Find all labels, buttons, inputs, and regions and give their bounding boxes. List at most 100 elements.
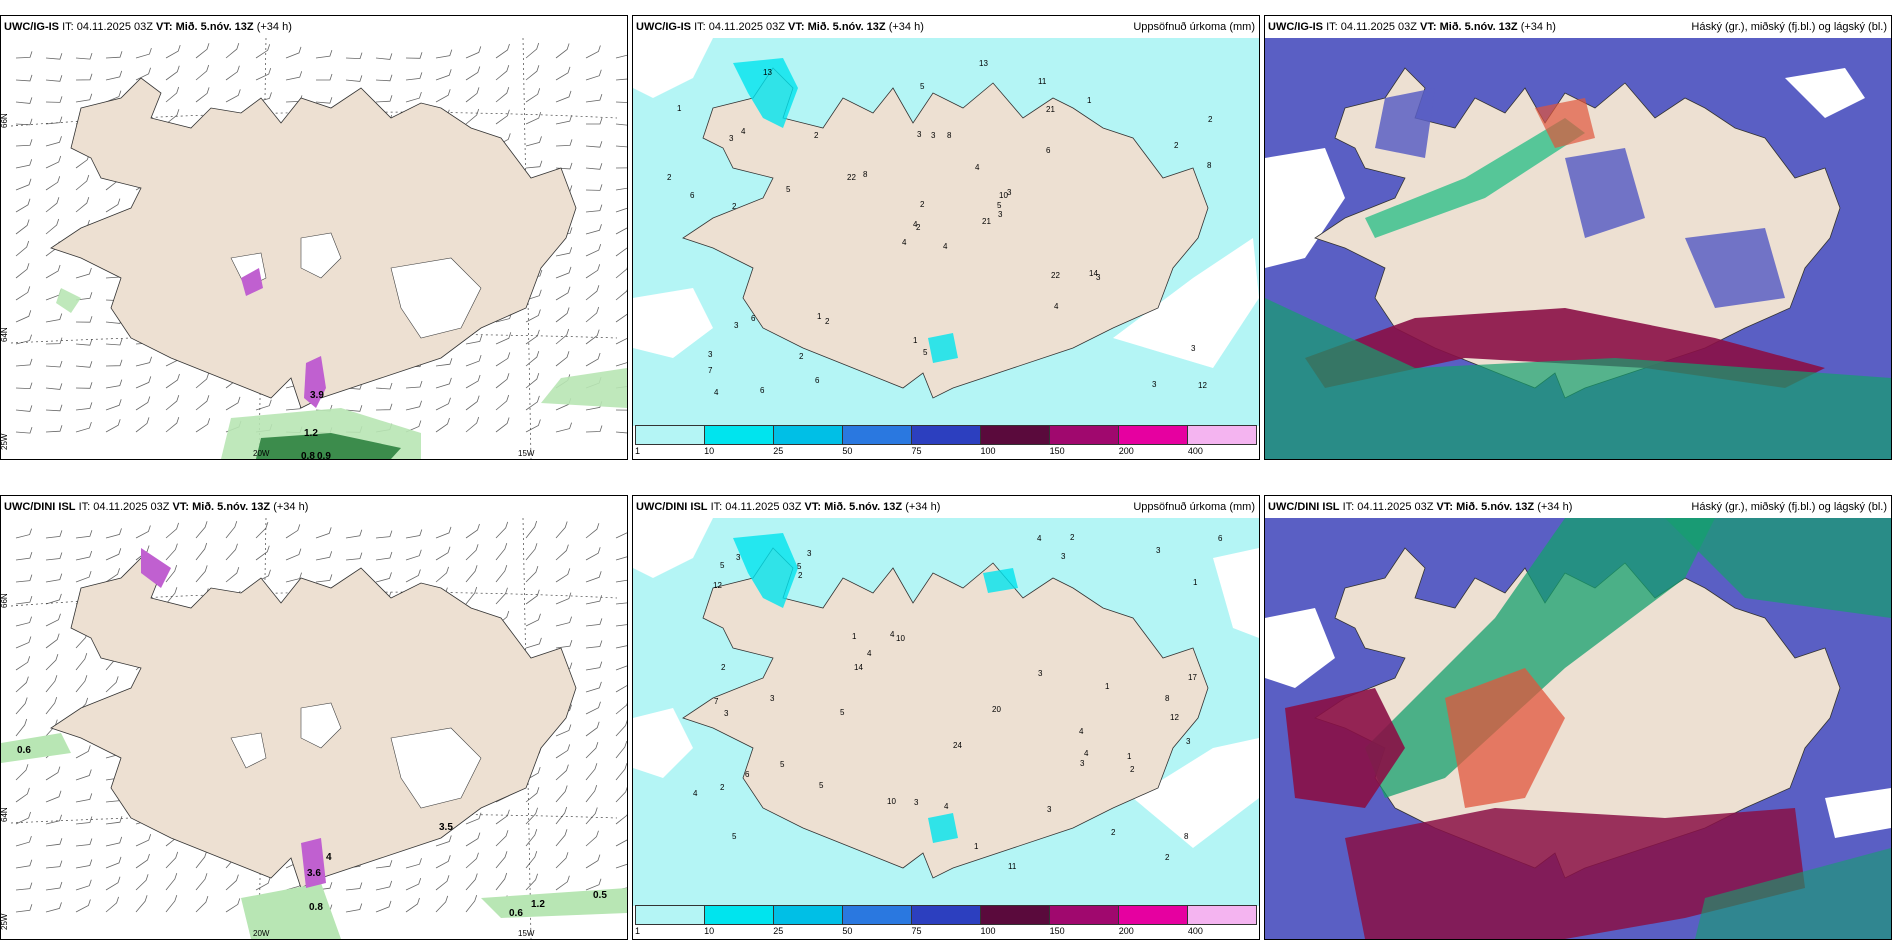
precip-value: 5 (997, 201, 1002, 210)
valid-time: Mið. 5.nóv. 13Z (1456, 501, 1535, 513)
model-name: UWC/DINI ISL (1268, 501, 1340, 513)
wind-barb (105, 896, 119, 913)
wind-barb (375, 572, 392, 583)
wind-barb (465, 374, 481, 389)
wind-barb (615, 579, 627, 583)
wind-barb (45, 530, 63, 539)
wind-barb (75, 421, 92, 433)
lon-label: 25W (1, 433, 9, 450)
precip-value: 11 (1008, 862, 1017, 871)
wind-barb (345, 903, 363, 913)
precip-value: 1 (1087, 96, 1092, 105)
wind-barb (45, 613, 61, 627)
wind-barb (165, 872, 178, 891)
wind-barb (75, 382, 93, 389)
wind-barb (585, 878, 602, 891)
wind-barb (345, 405, 363, 412)
wind-barb (15, 787, 30, 803)
colorbar-cell (843, 426, 912, 444)
init-time: IT: 04.11.2025 03Z (694, 21, 785, 33)
wind-barb (195, 418, 211, 433)
colorbar-tick: 100 (980, 446, 996, 456)
wind-barb (615, 719, 627, 737)
wind-barb (495, 394, 510, 411)
wind-barb (45, 218, 60, 235)
wind-barb (585, 661, 603, 671)
wind-barb (15, 310, 32, 323)
colorbar-cell (981, 906, 1050, 924)
wind-barb (135, 874, 149, 891)
lat-label: 64N (1, 327, 9, 342)
precip-map: 4125310223111127581017242045631434543211… (633, 518, 1259, 906)
cloud-map (1265, 518, 1891, 939)
wind-barb (585, 830, 599, 847)
dry-areas (633, 518, 1259, 848)
wind-barb (375, 53, 393, 60)
wind-barb (45, 53, 63, 60)
low-cloud-west (1285, 688, 1405, 808)
wind-value: 1.2 (304, 428, 318, 439)
wind-value: 0.6 (17, 745, 31, 756)
wind-barb (615, 863, 627, 869)
wind-barb (15, 159, 33, 169)
wind-barb (585, 547, 601, 561)
wind-barb (105, 379, 123, 389)
wind-barb (495, 542, 508, 561)
precip-value: 12 (1198, 381, 1207, 390)
wind-barb (435, 526, 452, 539)
wind-barb (435, 835, 452, 847)
wind-barb (525, 65, 540, 81)
wind-barb (615, 78, 627, 81)
wind-barb (465, 873, 478, 891)
wind-barb (45, 675, 58, 693)
wind-barb (525, 395, 540, 411)
wind-barb (75, 530, 93, 539)
wind-barb (15, 219, 30, 235)
wind-barb (405, 549, 422, 561)
wind-barb (45, 653, 59, 671)
precip-value: 3 (1152, 380, 1157, 389)
valid-time-label: VT: (788, 21, 805, 33)
precip-value: 3 (1156, 546, 1161, 555)
wind-barb (105, 548, 122, 561)
colorbar-tick: 75 (911, 446, 922, 456)
wind-barb (75, 292, 93, 301)
precip-value: 13 (979, 59, 988, 68)
wind-barb (465, 523, 480, 539)
wind-barb (495, 809, 510, 825)
field-title: Uppsöfnuð úrkoma (mm) (1133, 501, 1255, 513)
wind-barb (285, 548, 302, 561)
precip-value: 3 (708, 350, 713, 359)
precip-value: 6 (751, 314, 756, 323)
wind-barb (225, 42, 240, 59)
wind-barb (435, 875, 450, 891)
wind-barb (465, 544, 479, 561)
colorbar-tick: 400 (1187, 926, 1203, 936)
wind-barb (585, 224, 602, 235)
precip-value: 8 (947, 131, 952, 140)
precip-value: 1 (913, 336, 918, 345)
precip-value: 3 (914, 798, 919, 807)
wind-barb (75, 793, 93, 803)
colorbar-cell (1119, 426, 1188, 444)
wind-barb (255, 877, 271, 891)
wind-barb (615, 313, 627, 323)
precip-value: 17 (1188, 673, 1197, 682)
wind-barb (165, 851, 179, 869)
precip-value: 6 (690, 191, 695, 200)
iceland-land (682, 547, 1209, 879)
precip-value: 2 (799, 352, 804, 361)
panel-precip-dini: UWC/DINI ISL IT: 04.11.2025 03Z VT: Mið.… (632, 495, 1260, 940)
precip-value: 20 (992, 705, 1001, 714)
wind-barb (435, 358, 453, 367)
wind-barb (615, 247, 627, 257)
wind-barb (45, 573, 63, 583)
wind-barb (315, 97, 333, 104)
wind-barb (105, 70, 123, 81)
wind-barb (225, 65, 240, 81)
valid-time: Mið. 5.nóv. 13Z (824, 501, 903, 513)
wind-barb (585, 571, 602, 583)
panel-header: UWC/DINI ISL IT: 04.11.2025 03Z VT: Mið.… (1265, 496, 1891, 518)
wind-barb (585, 285, 600, 301)
wind-barb (255, 44, 271, 59)
